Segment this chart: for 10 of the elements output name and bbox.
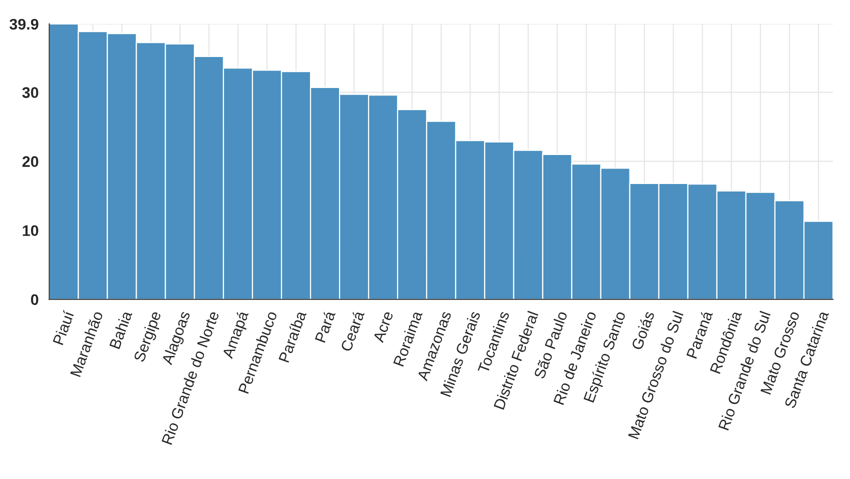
x-tick-label: Pará [314,310,336,343]
y-tick-label: 39.9 [10,18,38,30]
y-tick-label: 10 [22,225,38,236]
x-tick-label: Ceará [340,310,365,352]
y-tick-label: 20 [22,156,38,168]
x-tick-label: Bahia [108,310,132,350]
x-tick-label: Goiás [630,310,655,350]
y-tick-label: 30 [22,87,38,98]
y-tick-label: 0 [30,294,38,306]
x-tick-label: Acre [372,310,394,344]
